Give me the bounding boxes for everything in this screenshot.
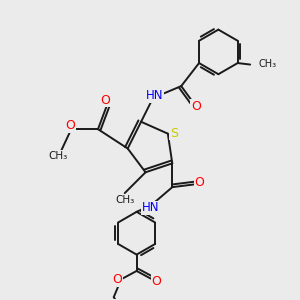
Text: CH₃: CH₃ [259,59,277,69]
Text: HN: HN [146,89,163,102]
Text: O: O [152,275,161,288]
Text: HN: HN [142,202,160,214]
Text: S: S [170,127,178,140]
Text: O: O [65,119,75,132]
Text: O: O [191,100,201,112]
Text: O: O [112,273,122,286]
Text: CH₃: CH₃ [48,151,68,161]
Text: CH₃: CH₃ [115,195,134,205]
Text: O: O [100,94,110,106]
Text: O: O [195,176,205,189]
